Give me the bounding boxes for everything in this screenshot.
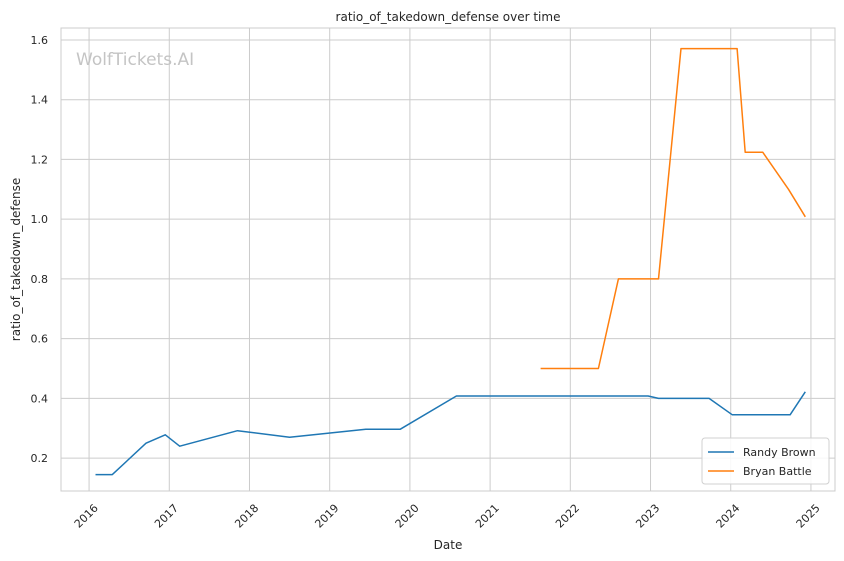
y-tick-label: 0.2 (31, 452, 49, 465)
y-tick-label: 0.4 (31, 392, 49, 405)
y-tick-label: 0.8 (31, 273, 49, 286)
chart-title: ratio_of_takedown_defense over time (336, 10, 561, 24)
series-line-randy-brown (95, 391, 806, 476)
y-tick-label: 1.2 (31, 153, 49, 166)
x-tick-label: 2025 (794, 502, 823, 531)
x-tick-label: 2023 (633, 502, 662, 531)
x-tick-label: 2024 (714, 502, 743, 531)
x-tick-label: 2022 (553, 502, 582, 531)
y-tick-label: 0.6 (31, 333, 49, 346)
y-tick-label: 1.0 (31, 213, 49, 226)
legend-label: Randy Brown (743, 446, 816, 459)
x-tick-label: 2019 (312, 502, 341, 531)
grid (61, 28, 835, 491)
legend-box (701, 437, 830, 485)
series-lines (95, 47, 806, 476)
x-tick-label: 2020 (393, 502, 422, 531)
x-tick-label: 2018 (232, 502, 261, 531)
y-tick-label: 1.6 (31, 34, 49, 47)
x-axis-label: Date (434, 538, 463, 552)
x-tick-label: 2016 (72, 502, 101, 531)
x-tick-label: 2017 (152, 502, 181, 531)
x-tick-label: 2021 (473, 502, 502, 531)
y-tick-label: 1.4 (31, 94, 49, 107)
plot-area-frame (60, 27, 836, 492)
watermark: WolfTickets.AI (76, 50, 194, 70)
series-line-bryan-battle (540, 47, 806, 370)
legend: Randy Brown Bryan Battle (701, 437, 830, 485)
legend-label: Bryan Battle (743, 465, 812, 478)
y-axis-label: ratio_of_takedown_defense (9, 178, 23, 341)
